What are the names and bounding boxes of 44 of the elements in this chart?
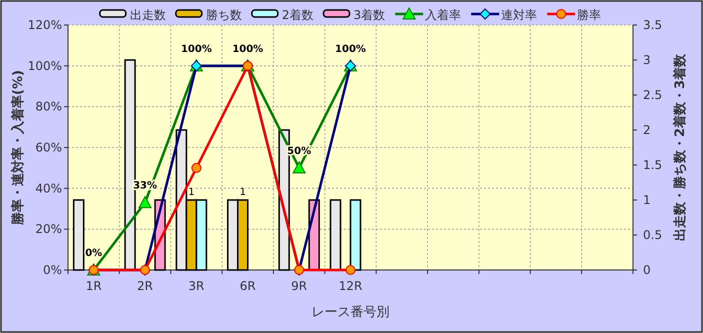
legend-label: 入着率 xyxy=(425,8,462,22)
x-tick-label: 12R xyxy=(338,279,362,293)
legend-label: 2着数 xyxy=(282,8,314,22)
y-tick-label: 60% xyxy=(35,140,62,154)
bar xyxy=(350,199,362,271)
x-axis-title: レース番号別 xyxy=(312,305,390,320)
point xyxy=(346,265,356,275)
x-tick-label: 6R xyxy=(240,279,256,293)
x-tick-label: 9R xyxy=(291,279,308,293)
point xyxy=(292,161,306,174)
y2-tick-label: 3 xyxy=(643,53,651,67)
data-label: 100% xyxy=(335,44,366,55)
y2-tick-label: 1 xyxy=(643,193,651,207)
legend-label: 勝ち数 xyxy=(206,8,242,22)
x-tick-label: 3R xyxy=(188,279,204,293)
data-label: 1 xyxy=(240,187,246,198)
y2-axis-title: 出走数・勝ち数・2着数・3着数 xyxy=(672,52,688,242)
y2-tick-label: 2.5 xyxy=(643,88,662,102)
x-tick-label: 1R xyxy=(86,279,102,293)
legend-label: 連対率 xyxy=(501,8,538,22)
legend-label: 出走数 xyxy=(130,8,166,22)
y2-tick-label: 0.5 xyxy=(643,228,662,242)
y2-tick-label: 1.5 xyxy=(643,158,662,172)
y2-tick-label: 2 xyxy=(643,123,651,137)
legend-label: 3着数 xyxy=(354,8,386,22)
bar xyxy=(330,199,342,271)
y-tick-label: 20% xyxy=(35,222,62,236)
x-tick-label: 2R xyxy=(137,279,154,293)
y2-tick-label: 0 xyxy=(643,263,651,277)
y-tick-label: 120% xyxy=(28,18,62,32)
point xyxy=(191,162,202,173)
y-tick-label: 100% xyxy=(28,58,62,73)
y-tick-label: 0% xyxy=(42,263,62,277)
data-label: 100% xyxy=(232,44,264,55)
y-axis-title: 勝率・連対率・入着率(%) xyxy=(10,70,26,226)
legend-label: 勝率 xyxy=(577,8,602,22)
data-label: 0% xyxy=(85,248,102,259)
point xyxy=(138,196,152,208)
y-tick-label: 80% xyxy=(35,100,62,114)
bar xyxy=(72,199,84,271)
y-tick-label: 40% xyxy=(35,181,62,196)
data-label: 100% xyxy=(180,44,212,55)
y2-tick-label: 3.5 xyxy=(643,18,662,32)
data-label: 1 xyxy=(188,187,195,198)
